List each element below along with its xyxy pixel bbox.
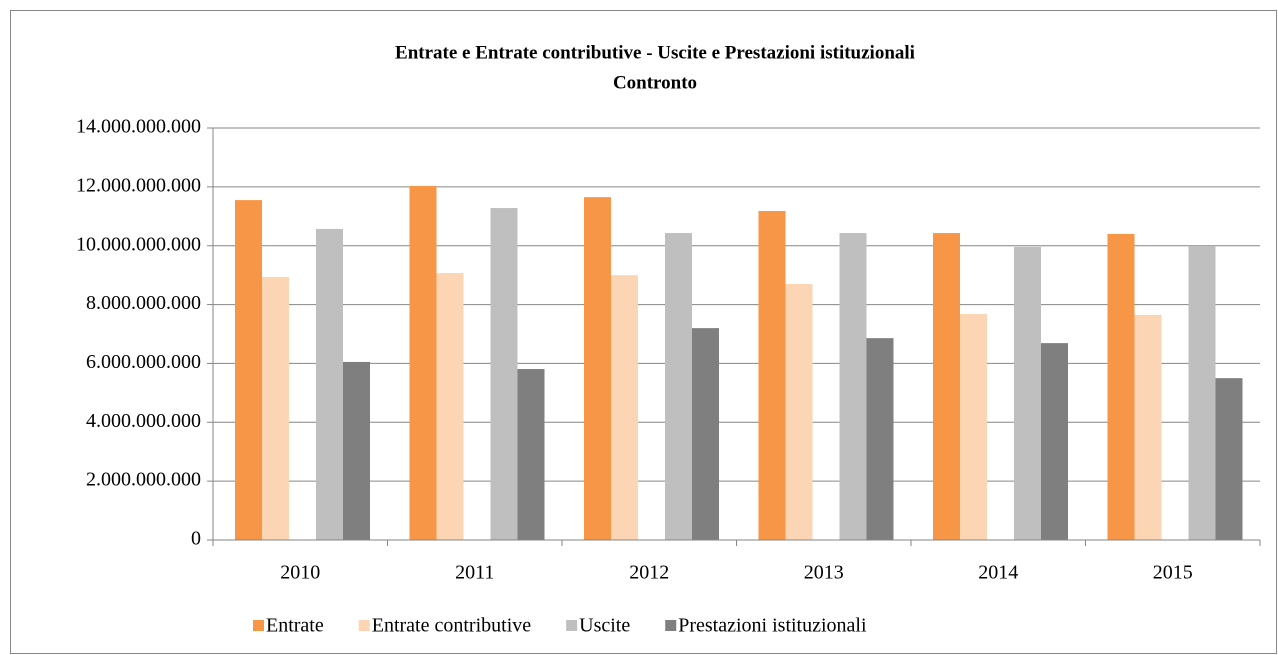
x-tick-label: 2011	[455, 562, 494, 584]
bar	[933, 233, 960, 540]
bar	[611, 275, 638, 540]
bar	[235, 200, 262, 540]
legend-swatch	[358, 620, 370, 631]
x-tick-label: 2012	[629, 562, 669, 584]
y-tick-label: 14.000.000.000	[76, 116, 201, 138]
x-tick-label: 2013	[804, 562, 844, 584]
y-tick-label: 4.000.000.000	[86, 410, 201, 432]
x-tick-label: 2015	[1153, 562, 1193, 584]
bar	[490, 208, 518, 540]
legend-swatch	[665, 620, 677, 631]
bar	[517, 369, 545, 540]
bar	[584, 197, 611, 540]
chart-frame	[10, 10, 1277, 654]
bar	[1134, 314, 1162, 540]
y-tick-label: 0	[191, 528, 201, 550]
bar	[1041, 343, 1068, 540]
bar	[409, 185, 437, 540]
y-tick-label: 2.000.000.000	[86, 469, 201, 491]
chart-title: Entrate e Entrate contributive - Uscite …	[395, 42, 915, 63]
bar	[1014, 246, 1041, 541]
bar	[436, 273, 464, 540]
bar	[316, 228, 343, 540]
y-tick-label: 8.000.000.000	[86, 292, 201, 314]
chart-subtitle: Contronto	[613, 72, 697, 93]
y-tick-label: 10.000.000.000	[76, 233, 201, 255]
legend-label: Uscite	[579, 615, 630, 637]
bar	[785, 283, 813, 540]
legend-label: Entrate contributive	[372, 615, 532, 637]
bar	[262, 276, 289, 540]
x-tick-label: 2010	[280, 562, 320, 584]
bar	[665, 233, 692, 540]
bar	[1188, 246, 1216, 540]
bar	[866, 338, 894, 540]
legend-swatch	[253, 620, 264, 631]
bar	[960, 313, 987, 540]
y-tick-label: 6.000.000.000	[86, 351, 201, 373]
x-tick-label: 2014	[978, 562, 1018, 584]
bar	[343, 361, 370, 540]
bar	[1107, 233, 1135, 540]
legend-label: Entrate	[266, 615, 324, 637]
legend-label: Prestazioni istituzionali	[678, 615, 867, 637]
bar	[1215, 378, 1243, 540]
bar	[758, 210, 786, 540]
bar	[692, 328, 719, 540]
y-tick-label: 12.000.000.000	[76, 174, 201, 196]
legend-swatch	[566, 620, 578, 631]
bar	[839, 233, 867, 540]
